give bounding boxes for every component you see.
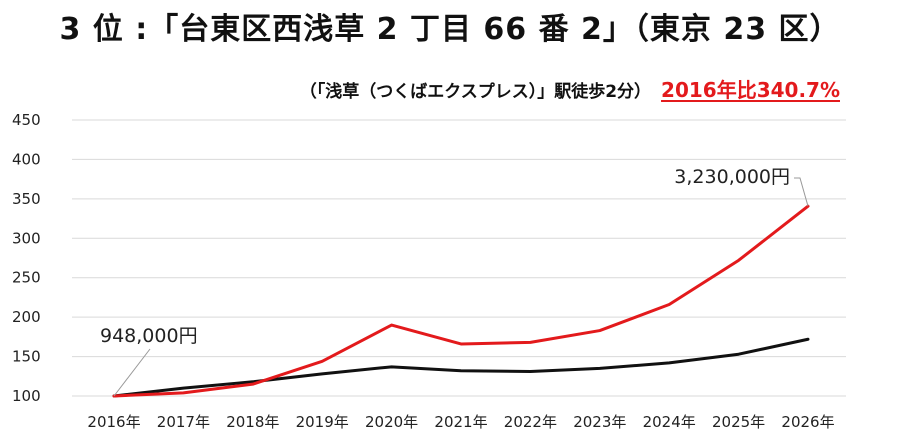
y-tick-label: 200 bbox=[12, 308, 41, 326]
y-tick-label: 150 bbox=[12, 348, 41, 366]
series-lines bbox=[112, 204, 810, 398]
subtitle: （「浅草（つくばエクスプレス）」駅徒歩2分） bbox=[299, 82, 652, 102]
subtitle-row: （「浅草（つくばエクスプレス）」駅徒歩2分） 2016年比340.7% bbox=[300, 74, 840, 103]
y-tick-label: 100 bbox=[12, 387, 41, 405]
x-tick-label: 2023年 bbox=[573, 413, 626, 431]
x-tick-label: 2017年 bbox=[157, 413, 210, 431]
x-tick-label: 2016年 bbox=[87, 413, 140, 431]
x-tick-label: 2025年 bbox=[712, 413, 765, 431]
x-tick-label: 2018年 bbox=[226, 413, 279, 431]
y-axis: 100 150 200 250 300 350 400 450 bbox=[12, 111, 41, 405]
grid-lines bbox=[72, 119, 846, 397]
ratio-label: 2016年比340.7% bbox=[661, 78, 840, 102]
x-tick-label: 2020年 bbox=[365, 413, 418, 431]
annotation-leader bbox=[794, 177, 809, 207]
start-value-annotation: 948,000円 bbox=[100, 325, 198, 347]
y-tick-label: 300 bbox=[12, 229, 41, 247]
page-title: 3 位 :「台東区西浅草 2 丁目 66 番 2」（東京 23 区） bbox=[59, 12, 841, 47]
y-tick-label: 250 bbox=[12, 269, 41, 287]
annotation-leader bbox=[113, 348, 151, 397]
series-line-1 bbox=[112, 337, 810, 398]
x-tick-label: 2021年 bbox=[434, 413, 487, 431]
x-tick-label: 2026年 bbox=[781, 413, 834, 431]
series-line-0 bbox=[112, 204, 810, 398]
y-tick-label: 400 bbox=[12, 150, 41, 168]
y-tick-label: 350 bbox=[12, 190, 41, 208]
annotations: 948,000円 3,230,000円 bbox=[100, 166, 809, 397]
end-value-annotation: 3,230,000円 bbox=[674, 166, 790, 188]
x-axis: 2016年 2017年 2018年 2019年 2020年 2021年 2022年 2023年… bbox=[87, 413, 834, 431]
x-tick-label: 2022年 bbox=[504, 413, 557, 431]
x-tick-label: 2019年 bbox=[296, 413, 349, 431]
y-tick-label: 450 bbox=[12, 111, 41, 129]
x-tick-label: 2024年 bbox=[643, 413, 696, 431]
